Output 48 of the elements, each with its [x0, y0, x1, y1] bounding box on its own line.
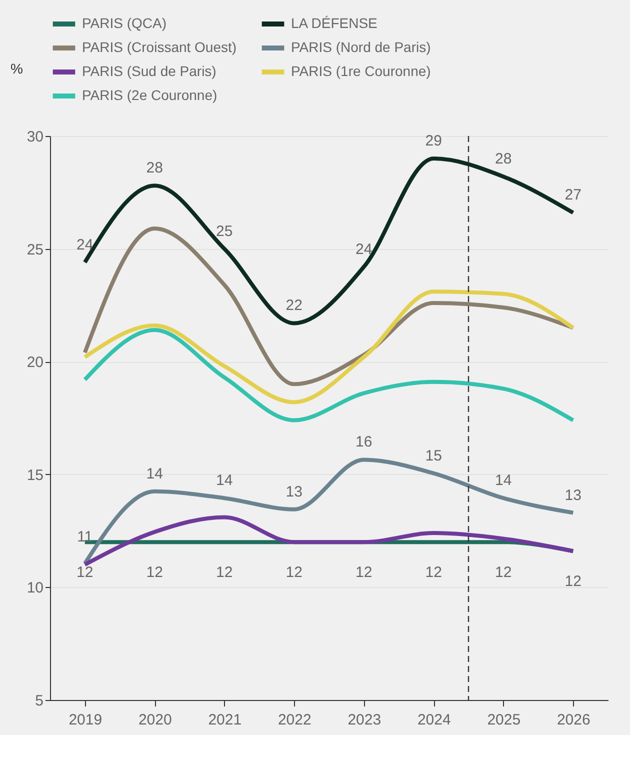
data-label: 15: [425, 447, 442, 464]
x-tick-label: 2019: [68, 712, 102, 728]
data-label: 13: [286, 483, 302, 500]
legend-label: PARIS (Sud de Paris): [82, 63, 216, 79]
legend-label: LA DÉFENSE: [291, 15, 378, 31]
data-label: 27: [564, 186, 582, 204]
data-label: 14: [216, 472, 233, 490]
data-label: 16: [356, 434, 372, 451]
data-label: 28: [146, 160, 163, 177]
data-label: 12: [564, 573, 582, 590]
x-tick-label: 2025: [487, 712, 521, 728]
data-label: 12: [356, 564, 372, 582]
data-label: 12: [286, 564, 302, 582]
data-label: 11: [77, 528, 93, 546]
y-tick-label: 15: [26, 466, 44, 484]
legend-label: PARIS (1re Couronne): [291, 63, 431, 79]
data-label: 29: [425, 132, 442, 150]
y-axis-title: %: [10, 60, 23, 76]
data-label: 22: [286, 297, 302, 314]
line-series: [82, 328, 576, 422]
y-tick-label: 10: [26, 580, 44, 597]
data-label: 12: [146, 564, 163, 582]
data-label: 14: [146, 465, 163, 482]
x-tick-label: 2021: [208, 712, 242, 728]
legend-label: PARIS (Croissant Ouest): [82, 39, 237, 55]
data-label: 12: [425, 564, 442, 582]
legend-label: PARIS (Nord de Paris): [291, 39, 431, 55]
data-label: 13: [564, 486, 582, 504]
data-label: 12: [495, 564, 512, 582]
data-label: 24: [76, 236, 94, 254]
x-tick-label: 2024: [417, 712, 451, 728]
legend-label: PARIS (QCA): [82, 15, 167, 31]
data-label: 25: [216, 222, 233, 240]
y-tick-label: 25: [26, 241, 44, 258]
y-tick-label: 30: [26, 128, 44, 146]
y-tick-label: 5: [35, 692, 44, 710]
data-label: 12: [76, 564, 94, 582]
x-tick-label: 2022: [278, 712, 312, 728]
x-tick-label: 2023: [348, 712, 382, 728]
data-label: 14: [495, 472, 512, 490]
y-tick-label: 20: [26, 354, 44, 372]
data-label: 12: [216, 564, 233, 582]
data-label: 28: [495, 150, 512, 168]
x-tick-label: 2026: [556, 712, 590, 728]
data-label: 24: [356, 240, 372, 258]
legend-label: PARIS (2e Couronne): [82, 87, 218, 103]
x-tick-label: 2020: [138, 712, 172, 728]
line-series: [82, 290, 576, 404]
